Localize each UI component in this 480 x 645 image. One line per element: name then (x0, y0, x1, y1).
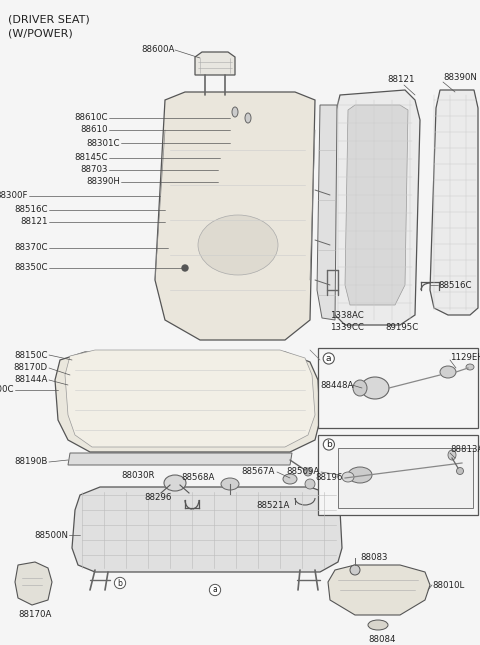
Text: 88509A: 88509A (287, 468, 320, 477)
Text: 88010L: 88010L (432, 580, 464, 590)
Text: 88370C: 88370C (14, 244, 48, 252)
Text: b: b (118, 579, 122, 588)
FancyBboxPatch shape (318, 435, 478, 515)
Circle shape (350, 565, 360, 575)
Polygon shape (68, 453, 292, 465)
Circle shape (304, 468, 312, 476)
Text: 88610C: 88610C (74, 114, 108, 123)
Text: a: a (326, 354, 332, 363)
Text: 88030R: 88030R (121, 470, 155, 479)
Text: 88170A: 88170A (18, 610, 51, 619)
Ellipse shape (245, 113, 251, 123)
Text: 88145C: 88145C (74, 154, 108, 163)
Text: 88150C: 88150C (14, 350, 48, 359)
Ellipse shape (440, 366, 456, 378)
Polygon shape (317, 105, 337, 320)
Polygon shape (345, 105, 408, 305)
Polygon shape (430, 90, 478, 315)
Ellipse shape (448, 450, 456, 460)
Circle shape (182, 265, 188, 271)
Polygon shape (328, 565, 430, 615)
Text: (DRIVER SEAT): (DRIVER SEAT) (8, 14, 90, 24)
Ellipse shape (353, 380, 367, 396)
Text: 1339CC: 1339CC (330, 322, 364, 332)
Text: 88100C: 88100C (0, 386, 14, 395)
Text: 88567A: 88567A (241, 468, 275, 477)
Text: 88144A: 88144A (14, 375, 48, 384)
Ellipse shape (232, 107, 238, 117)
Text: 88390N: 88390N (443, 74, 477, 83)
Text: 1129EH: 1129EH (450, 353, 480, 361)
Ellipse shape (348, 467, 372, 483)
FancyBboxPatch shape (318, 348, 478, 428)
Text: 88170D: 88170D (14, 364, 48, 373)
Ellipse shape (198, 215, 278, 275)
Text: 88083: 88083 (360, 553, 387, 562)
Polygon shape (65, 350, 315, 447)
Ellipse shape (456, 468, 464, 475)
Polygon shape (155, 92, 315, 340)
Text: 88813A: 88813A (450, 446, 480, 455)
Text: 88084: 88084 (368, 635, 396, 644)
Text: 88190B: 88190B (14, 457, 48, 466)
Text: 88568A: 88568A (181, 473, 215, 482)
Text: 88610: 88610 (81, 126, 108, 135)
Text: b: b (326, 440, 332, 449)
Circle shape (305, 479, 315, 489)
Text: 89195C: 89195C (385, 322, 418, 332)
Polygon shape (15, 562, 52, 605)
Text: 88300F: 88300F (0, 192, 28, 201)
Text: 1338AC: 1338AC (330, 310, 364, 319)
Text: 88390H: 88390H (86, 177, 120, 186)
Text: (W/POWER): (W/POWER) (8, 28, 73, 38)
Ellipse shape (283, 474, 297, 484)
Polygon shape (195, 52, 235, 75)
Ellipse shape (361, 377, 389, 399)
Text: 88301C: 88301C (86, 139, 120, 148)
Text: 88448A: 88448A (320, 381, 353, 390)
Ellipse shape (466, 364, 474, 370)
Text: 88196: 88196 (315, 473, 342, 482)
Text: 88521A: 88521A (257, 501, 290, 510)
Ellipse shape (368, 620, 388, 630)
Text: 88500N: 88500N (34, 530, 68, 539)
Polygon shape (72, 487, 342, 572)
Text: a: a (213, 586, 217, 595)
Text: 88516C: 88516C (438, 281, 471, 290)
Text: 88121: 88121 (21, 217, 48, 226)
FancyBboxPatch shape (338, 448, 473, 508)
Text: 88516C: 88516C (14, 206, 48, 215)
Text: 88703: 88703 (81, 166, 108, 175)
Ellipse shape (221, 478, 239, 490)
Polygon shape (55, 352, 320, 452)
Text: 88350C: 88350C (14, 264, 48, 272)
Ellipse shape (342, 472, 354, 482)
Text: 88121: 88121 (387, 75, 415, 84)
Text: 88600A: 88600A (142, 46, 175, 54)
Polygon shape (330, 90, 420, 325)
Text: 88296: 88296 (144, 493, 172, 502)
Ellipse shape (164, 475, 186, 491)
